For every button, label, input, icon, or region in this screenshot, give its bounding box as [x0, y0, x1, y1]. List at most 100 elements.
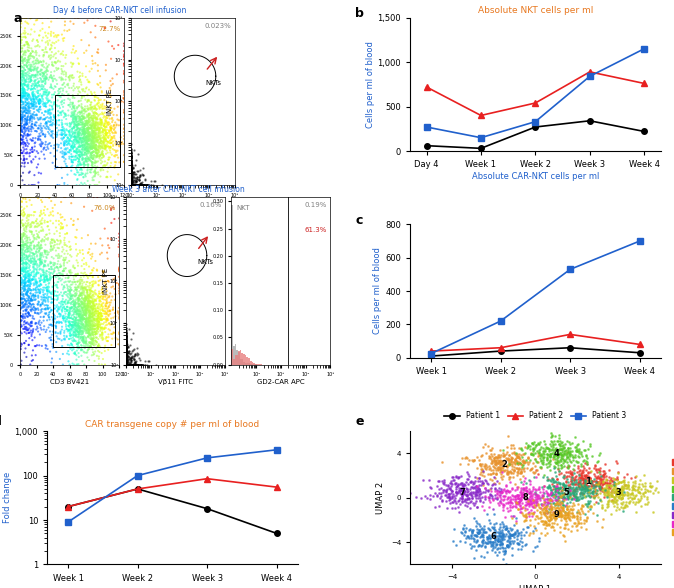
Point — [634, 479, 644, 489]
Point — [66, 330, 77, 340]
Point — [125, 181, 136, 190]
Point — [16, 81, 26, 91]
Point — [39, 90, 50, 99]
Point — [125, 360, 136, 369]
Point — [69, 303, 80, 312]
Point — [77, 160, 88, 169]
Point — [46, 71, 57, 80]
Point — [90, 131, 100, 140]
Point — [128, 169, 139, 179]
Point — [61, 135, 72, 145]
Point — [79, 278, 90, 287]
Point — [64, 340, 75, 350]
Point — [67, 291, 78, 300]
Point — [125, 181, 136, 190]
Point — [509, 466, 520, 475]
Point — [39, 261, 50, 270]
Point — [46, 289, 57, 299]
Point — [549, 510, 559, 520]
Point — [16, 206, 26, 216]
Point — [26, 121, 37, 130]
Point — [20, 289, 31, 299]
Point — [100, 135, 111, 145]
Point — [22, 130, 33, 139]
Point — [492, 536, 503, 546]
Point — [61, 68, 71, 78]
Point — [564, 515, 575, 524]
Point — [121, 360, 131, 369]
Point — [603, 487, 613, 496]
Point — [23, 286, 34, 295]
Point — [19, 230, 30, 240]
Point — [125, 181, 136, 190]
Point — [573, 478, 584, 487]
Point — [551, 477, 561, 486]
Point — [21, 13, 32, 22]
Point — [560, 507, 571, 517]
Point — [121, 360, 131, 369]
Point — [94, 287, 104, 296]
Point — [613, 491, 624, 500]
Point — [86, 333, 97, 343]
Point — [64, 318, 75, 327]
Point — [87, 249, 98, 259]
Point — [87, 173, 98, 182]
Point — [101, 160, 112, 169]
Point — [67, 124, 78, 133]
Point — [90, 144, 100, 153]
Point — [21, 352, 32, 362]
Point — [496, 456, 507, 466]
Point — [121, 360, 131, 369]
Point — [57, 342, 67, 351]
Point — [576, 506, 587, 516]
Point — [18, 14, 28, 23]
Point — [91, 125, 102, 135]
Point — [66, 330, 77, 339]
Point — [83, 118, 94, 128]
Point — [551, 485, 561, 495]
Point — [74, 310, 85, 319]
Point — [505, 467, 516, 476]
Point — [121, 360, 131, 369]
Point — [573, 448, 584, 457]
Point — [71, 114, 82, 123]
Point — [22, 85, 33, 95]
Point — [124, 360, 135, 369]
Point — [566, 487, 577, 497]
Point — [139, 181, 150, 190]
Point — [121, 360, 131, 369]
Point — [73, 333, 84, 342]
Point — [47, 295, 58, 304]
Point — [19, 123, 30, 132]
Point — [73, 302, 84, 311]
Point — [125, 181, 136, 190]
Point — [26, 81, 37, 91]
Point — [494, 539, 505, 549]
Point — [121, 359, 131, 369]
Point — [29, 76, 40, 85]
Point — [125, 181, 136, 190]
Point — [125, 166, 136, 175]
Point — [93, 304, 104, 313]
Point — [51, 328, 61, 338]
Point — [50, 130, 61, 139]
Point — [125, 181, 136, 190]
Point — [42, 40, 53, 49]
Point — [530, 500, 541, 510]
Point — [572, 493, 582, 503]
Point — [65, 268, 75, 278]
Point — [121, 360, 131, 369]
Point — [54, 220, 65, 229]
Point — [127, 181, 137, 190]
Point — [125, 181, 136, 190]
Point — [121, 360, 131, 369]
Point — [128, 178, 139, 187]
Point — [602, 500, 613, 509]
Point — [52, 243, 63, 252]
Point — [125, 181, 136, 190]
Point — [121, 360, 131, 369]
Point — [127, 181, 137, 190]
Point — [74, 150, 85, 159]
Point — [127, 181, 138, 190]
Point — [132, 181, 143, 190]
